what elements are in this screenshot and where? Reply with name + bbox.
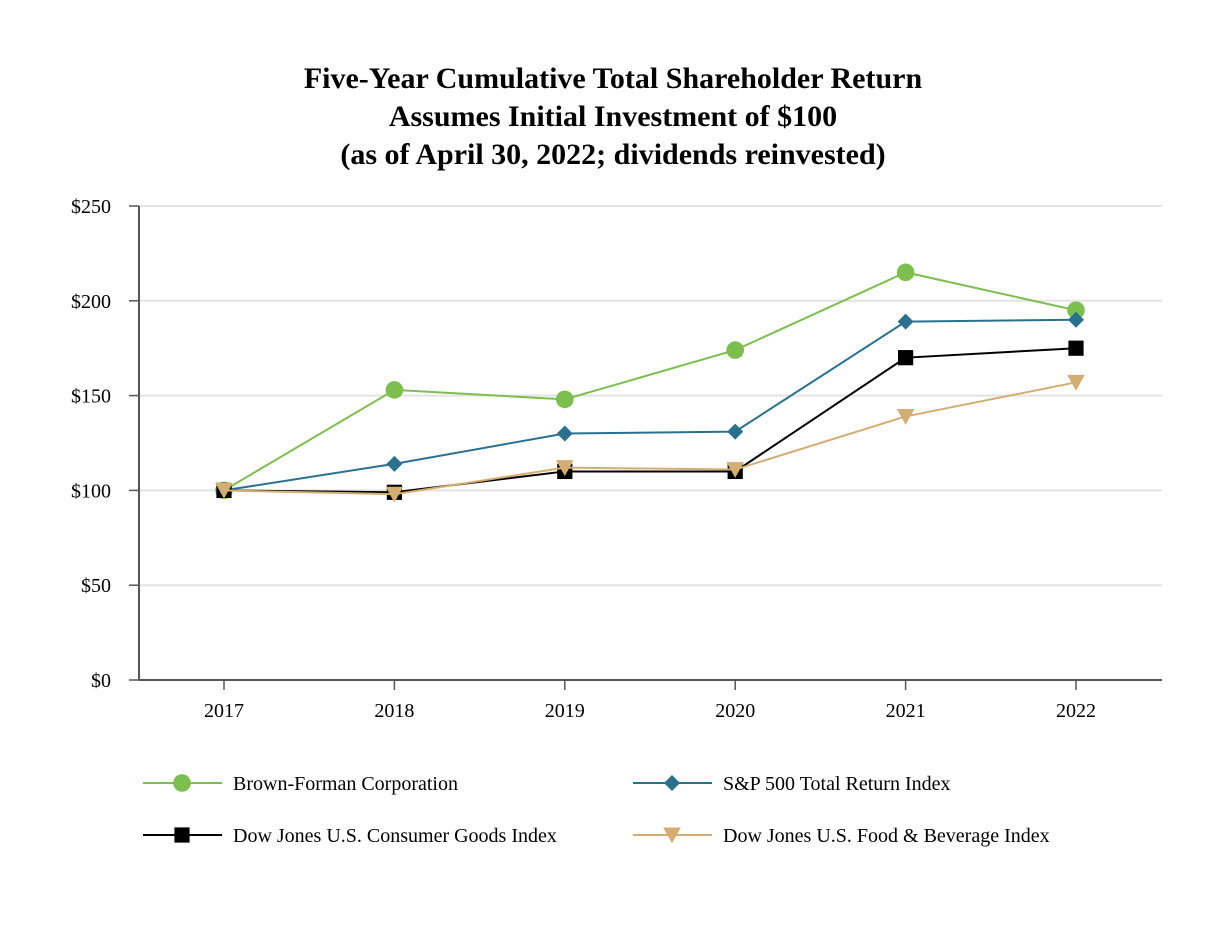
y-tick-label: $100	[71, 480, 111, 502]
y-tick-label: $250	[71, 196, 111, 218]
data-point	[726, 341, 744, 359]
y-tick-label: $150	[71, 386, 111, 408]
x-tick-label: 2022	[1056, 700, 1096, 722]
x-tick-label: 2018	[374, 700, 414, 722]
series-lines	[215, 263, 1085, 503]
data-point	[896, 263, 915, 282]
data-point	[386, 455, 403, 472]
legend-label: S&P 500 Total Return Index	[723, 773, 950, 795]
data-point	[727, 423, 744, 440]
y-tick-label: $50	[81, 575, 111, 597]
legend-label: Brown-Forman Corporation	[233, 773, 458, 795]
chart-title: Five-Year Cumulative Total Shareholder R…	[304, 62, 923, 171]
data-point	[215, 482, 233, 499]
legend-label: Dow Jones U.S. Consumer Goods Index	[233, 825, 557, 847]
legend-item: S&P 500 Total Return Index	[633, 773, 950, 795]
data-point	[556, 460, 574, 477]
series-line	[223, 318, 1077, 492]
y-tick-label: $200	[71, 291, 111, 313]
series-1	[215, 263, 1085, 500]
legend-marker	[174, 827, 190, 843]
x-tick-label: 2020	[715, 700, 755, 722]
data-point	[726, 462, 744, 478]
chart-title-line-3: (as of April 30, 2022; dividends reinves…	[340, 138, 885, 171]
legend: Brown-Forman Corporation S&P 500 Total Re…	[143, 773, 1050, 847]
data-point	[385, 381, 404, 399]
chart-title-line-2: Assumes Initial Investment of $100	[389, 100, 837, 133]
x-tick-label: 2021	[886, 700, 926, 722]
data-point	[896, 408, 915, 425]
y-tick-label: $0	[91, 670, 111, 692]
axes	[129, 205, 1162, 690]
legend-label: Dow Jones U.S. Food & Beverage Index	[723, 825, 1050, 847]
x-tick-label: 2019	[545, 700, 585, 722]
series-4	[215, 374, 1085, 503]
x-axis-ticks: 2017 2018 2019 2020 2021 2022	[204, 700, 1096, 722]
series-line	[223, 381, 1077, 496]
data-point	[556, 425, 573, 442]
data-point	[1068, 340, 1084, 356]
legend-marker	[664, 775, 680, 791]
data-point	[898, 350, 914, 366]
chart-title-line-1: Five-Year Cumulative Total Shareholder R…	[304, 62, 923, 95]
legend-item: Dow Jones U.S. Food & Beverage Index	[633, 825, 1050, 847]
data-point	[1067, 301, 1085, 320]
series-line	[223, 347, 1077, 494]
data-point	[897, 313, 914, 330]
legend-marker	[173, 774, 191, 792]
data-point	[556, 390, 574, 409]
series-2	[216, 311, 1084, 499]
y-axis-ticks: $0 $50 $100 $150 $200 $250	[71, 196, 111, 692]
data-point	[1067, 374, 1085, 391]
data-point	[385, 486, 404, 503]
series-3	[216, 340, 1084, 500]
legend-marker	[663, 827, 681, 844]
x-tick-label: 2017	[204, 700, 244, 722]
data-point	[1068, 311, 1084, 328]
series-line	[223, 271, 1077, 492]
legend-item: Brown-Forman Corporation	[143, 773, 458, 795]
legend-item: Dow Jones U.S. Consumer Goods Index	[143, 825, 557, 847]
